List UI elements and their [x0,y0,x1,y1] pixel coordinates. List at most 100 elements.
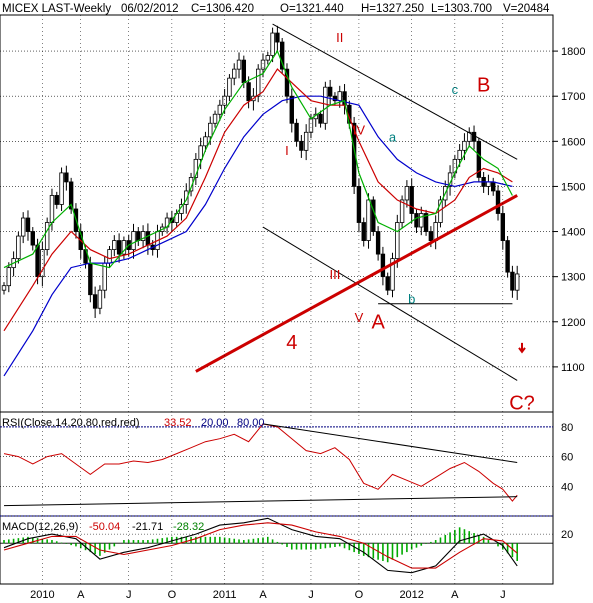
price-candle [409,178,414,224]
time-tick-label: 2010 [30,589,54,601]
candle-body [491,181,496,192]
candle-body [471,131,477,142]
candle-body [227,77,232,97]
candle-body [414,213,419,228]
macd-panel-frame [0,515,554,585]
time-tick-label: A [259,589,267,601]
price-candle [294,118,299,147]
candle-body [289,95,294,124]
price-candle [380,246,386,286]
price-candle [112,235,117,257]
macd-legend: MACD(12,26,9) -50.04 -21.71 -28.32 [2,521,204,533]
candle-body [308,118,314,133]
candle-body [380,253,386,278]
candle-body [385,276,390,291]
wave-label: c [452,82,459,97]
price-candle [275,25,280,51]
time-tick-label: J [308,589,314,601]
candle-body [375,231,381,255]
macd-tick-label: 20 [561,529,573,541]
price-candle [299,135,304,158]
price-candle [92,286,98,318]
price-candle [270,27,275,63]
candle-body [88,262,93,296]
candle-body [236,59,242,70]
rsi-upper-trendline [262,423,518,464]
candle-body [44,222,50,250]
candle-body [284,68,290,97]
candle-body [193,158,199,178]
close-label: C=1306.420 [191,3,254,15]
price-candle [59,167,64,211]
price-candle [193,153,199,185]
candle-body [366,199,371,241]
candle-body [337,91,342,102]
macd-hist-value: -28.32 [173,521,204,533]
time-axis: 2010 A J O 2011 A J O 2012 A J [30,15,506,601]
candle-body [356,186,362,223]
price-tick-label: 1300 [561,272,585,284]
candle-body [1,285,7,291]
price-candle [30,227,35,251]
price-candle [303,124,309,161]
open-label: O=1321.440 [280,3,344,15]
price-candle [318,110,323,128]
candle-body [121,240,127,255]
price-candle [25,210,31,241]
price-candle [289,88,294,133]
candle-body [198,145,203,160]
price-candle [203,131,208,152]
rsi-value: 33.52 [164,417,192,429]
macd-signal-value: -21.71 [132,521,163,533]
support-trendline [195,194,518,373]
price-candle [131,223,136,259]
macd-panel: 20 [0,517,573,574]
candle-body [423,213,429,232]
price-tick-label: 1100 [561,362,585,374]
price-candle [491,177,496,196]
price-candle [20,212,26,244]
candle-body [49,195,55,223]
candle-body [107,249,112,264]
price-panel: 11001200130014001500160017001800IIIIIIIV… [0,23,585,415]
price-candle [6,262,11,293]
chart-header: MICEX LAST-Weekly 06/02/2012 C=1306.420 … [2,3,550,15]
candle-body [203,136,208,147]
price-candle [404,180,410,208]
price-candle [361,217,366,247]
down-arrow-icon [518,342,526,354]
wave-label: B [477,75,490,97]
time-tick-label: 2011 [213,589,237,601]
price-candle [337,85,342,108]
price-candle [505,236,510,278]
price-candle [265,51,270,65]
wave-label: III [330,267,341,282]
candle-body [419,213,424,228]
price-candle [471,125,477,150]
candle-body [116,240,122,255]
candle-body [184,190,189,205]
price-candle [385,272,390,296]
price-candle [395,214,400,268]
price-candle [356,178,362,233]
price-candle [227,74,232,102]
candle-body [279,41,285,70]
candle-body [92,294,98,309]
time-tick-label: J [126,589,132,601]
time-tick-label: A [451,589,459,601]
candle-body [246,82,251,102]
rsi-panel: 40 60 80 [0,422,573,517]
rsi-label: RSI(Close,14,20,80,red,red) [2,417,140,429]
candle-body [54,195,59,205]
wave-label: V [355,310,364,325]
price-tick-label: 1500 [561,181,585,193]
rsi-legend: RSI(Close,14,20,80,red,red) 33.52 20.00 … [2,417,265,429]
price-candle [284,63,290,104]
candle-body [476,140,482,178]
price-candle [16,231,21,264]
macd-value: -50.04 [89,521,120,533]
candle-body [241,59,247,84]
candle-body [395,222,400,260]
candle-body [510,271,515,291]
wave-label: C? [509,393,535,415]
